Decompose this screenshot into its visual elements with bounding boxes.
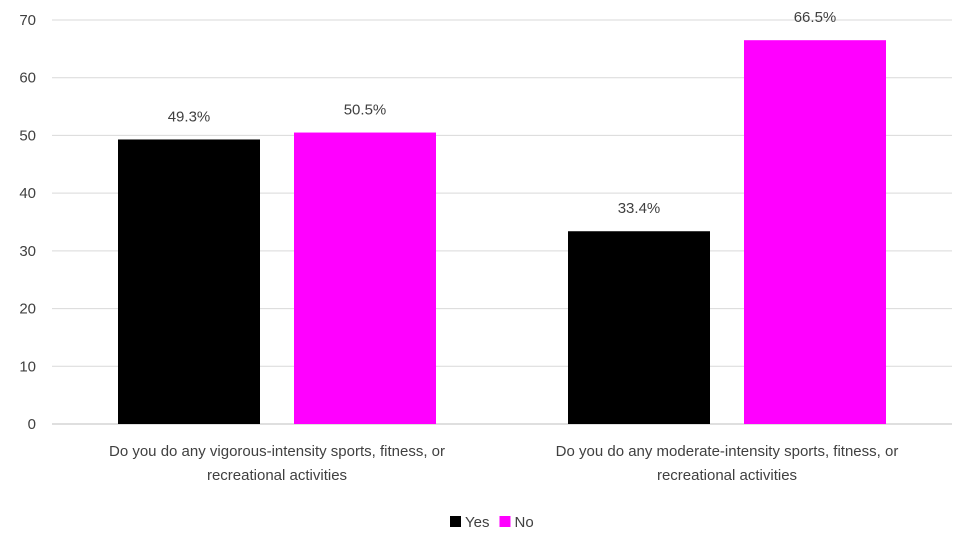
y-tick-label: 50 [19,127,36,144]
category-label: recreational activities [657,467,797,484]
category-label: recreational activities [207,467,347,484]
bar-no-0 [294,132,436,425]
y-tick-label: 30 [19,243,36,260]
y-tick-label: 70 [19,12,36,29]
bar-no-1 [744,40,886,424]
y-tick-label: 40 [19,185,36,202]
legend-label-no: No [514,514,533,531]
bar-yes-1 [568,231,710,424]
legend-swatch-yes [450,516,461,527]
y-tick-label: 60 [19,70,36,87]
data-label-no-0: 50.5% [344,102,387,119]
bars [118,40,886,425]
data-label-yes-0: 49.3% [168,108,211,125]
category-label: Do you do any moderate-intensity sports,… [556,443,899,460]
y-tick-label: 20 [19,301,36,318]
category-label: Do you do any vigorous-intensity sports,… [109,443,445,460]
x-axis-categories: Do you do any vigorous-intensity sports,… [109,443,898,484]
data-label-no-1: 66.5% [794,9,837,26]
legend: Yes No [450,514,534,531]
legend-swatch-no [499,516,511,527]
y-tick-label: 10 [19,358,36,375]
y-axis-ticks: 0 10 20 30 40 50 60 70 [19,12,36,433]
data-label-yes-1: 33.4% [618,200,661,217]
legend-label-yes: Yes [465,514,489,531]
y-tick-label: 0 [28,416,36,433]
bar-yes-0 [118,139,260,424]
data-labels: 49.3% 50.5% 33.4% 66.5% [168,9,837,217]
